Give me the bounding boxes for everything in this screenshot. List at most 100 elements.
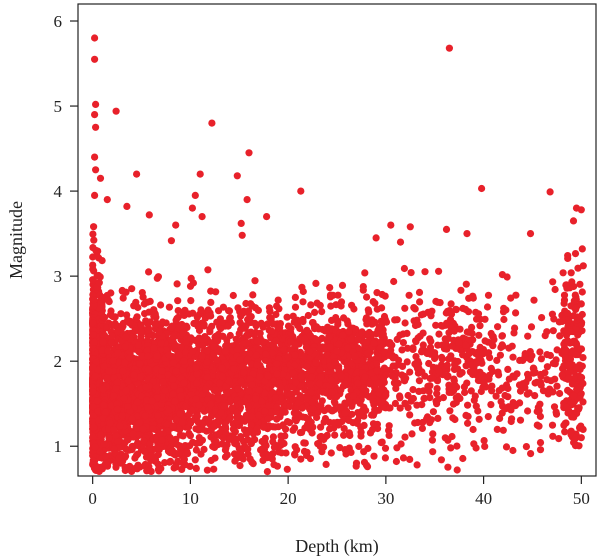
data-point bbox=[462, 280, 470, 288]
data-point bbox=[266, 313, 274, 322]
data-point bbox=[504, 384, 512, 393]
data-points bbox=[89, 34, 587, 476]
data-point bbox=[425, 359, 433, 368]
data-point bbox=[326, 362, 334, 370]
data-point bbox=[99, 414, 107, 422]
data-point bbox=[501, 391, 509, 400]
data-point bbox=[100, 313, 109, 321]
data-point bbox=[483, 303, 492, 311]
data-point bbox=[95, 279, 103, 287]
data-point bbox=[498, 332, 506, 340]
data-point bbox=[138, 289, 146, 297]
data-point bbox=[323, 351, 331, 359]
data-point bbox=[256, 329, 264, 337]
data-point bbox=[169, 332, 178, 340]
data-point bbox=[536, 412, 545, 420]
data-point bbox=[277, 437, 285, 445]
data-point bbox=[218, 319, 226, 327]
data-point bbox=[456, 370, 464, 378]
data-point bbox=[391, 316, 399, 324]
data-point bbox=[423, 415, 431, 423]
data-point bbox=[187, 358, 195, 366]
data-point bbox=[307, 301, 315, 309]
data-point bbox=[300, 353, 308, 361]
data-point bbox=[382, 318, 391, 326]
data-point bbox=[444, 463, 452, 471]
data-point bbox=[198, 352, 206, 360]
data-point bbox=[407, 269, 415, 277]
data-point bbox=[421, 372, 429, 380]
data-point bbox=[110, 392, 118, 400]
data-point bbox=[102, 460, 110, 468]
data-point bbox=[442, 340, 450, 348]
data-point bbox=[363, 293, 371, 301]
data-point bbox=[527, 323, 536, 331]
data-point bbox=[286, 419, 294, 427]
data-point bbox=[258, 437, 266, 446]
data-point bbox=[291, 303, 300, 311]
data-point bbox=[273, 403, 281, 411]
data-point bbox=[306, 455, 315, 463]
data-point bbox=[91, 443, 99, 451]
data-point bbox=[157, 339, 165, 347]
data-point bbox=[89, 253, 97, 261]
data-point bbox=[169, 422, 177, 430]
data-point bbox=[272, 337, 280, 345]
data-point bbox=[550, 403, 559, 411]
data-point bbox=[306, 332, 315, 340]
data-point bbox=[203, 466, 211, 474]
data-point bbox=[247, 313, 255, 321]
data-point bbox=[354, 336, 362, 344]
data-point bbox=[315, 379, 323, 388]
data-point bbox=[229, 291, 237, 300]
data-point bbox=[172, 367, 180, 375]
data-point bbox=[192, 395, 200, 403]
data-point bbox=[200, 322, 208, 330]
data-point bbox=[536, 439, 545, 447]
data-point bbox=[90, 423, 98, 431]
data-point bbox=[253, 337, 261, 345]
data-point bbox=[467, 387, 475, 395]
data-point bbox=[317, 401, 325, 410]
data-point bbox=[282, 425, 290, 433]
data-point bbox=[161, 459, 169, 467]
data-point bbox=[233, 345, 241, 353]
data-point bbox=[352, 325, 360, 333]
data-point bbox=[524, 332, 532, 340]
data-point bbox=[289, 312, 297, 320]
data-point bbox=[268, 327, 276, 335]
data-point bbox=[496, 351, 504, 359]
data-point bbox=[109, 312, 117, 321]
data-point bbox=[291, 451, 299, 459]
data-point bbox=[228, 404, 236, 412]
data-point bbox=[480, 379, 488, 387]
data-point bbox=[500, 315, 508, 324]
data-point bbox=[133, 398, 142, 406]
data-point bbox=[543, 328, 551, 336]
data-point bbox=[516, 399, 524, 407]
data-point bbox=[303, 395, 311, 403]
data-point bbox=[459, 351, 467, 359]
data-point bbox=[523, 390, 531, 398]
data-point bbox=[230, 365, 238, 373]
data-point bbox=[263, 468, 271, 476]
data-point bbox=[415, 288, 424, 296]
data-point bbox=[269, 423, 277, 431]
data-point bbox=[93, 272, 101, 280]
data-point bbox=[382, 391, 390, 399]
data-point bbox=[507, 406, 515, 414]
data-point bbox=[222, 444, 230, 452]
data-point bbox=[344, 344, 352, 352]
data-point bbox=[269, 433, 277, 441]
data-point bbox=[316, 442, 324, 450]
data-point bbox=[236, 462, 244, 470]
data-point bbox=[475, 331, 483, 339]
data-point bbox=[108, 332, 116, 340]
data-point bbox=[493, 356, 501, 364]
data-point bbox=[380, 312, 389, 321]
data-point bbox=[207, 298, 215, 306]
data-point bbox=[185, 429, 193, 437]
data-point bbox=[463, 379, 471, 387]
data-point bbox=[211, 386, 219, 394]
data-point bbox=[531, 379, 539, 387]
